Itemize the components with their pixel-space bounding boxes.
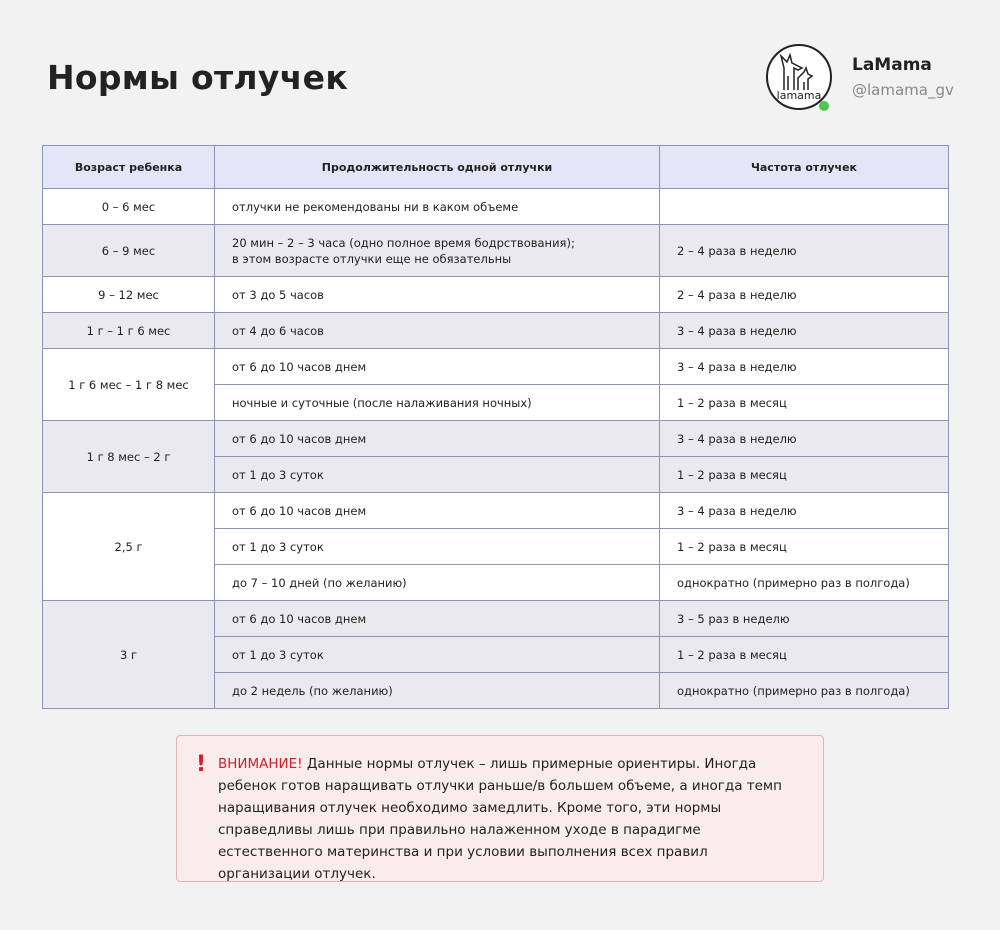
table-row: 3 г от 6 до 10 часов днем 3 – 5 раз в не…: [42, 600, 949, 709]
logo-text: lamama: [777, 89, 822, 102]
frequency-cell: 1 – 2 раза в месяц: [659, 528, 949, 565]
frequency-cell: 2 – 4 раза в неделю: [659, 276, 949, 313]
frequency-cell: 3 – 5 раз в неделю: [659, 600, 949, 637]
table-row: 1 г 6 мес – 1 г 8 мес от 6 до 10 часов д…: [42, 348, 949, 421]
frequency-cell: 3 – 4 раза в неделю: [659, 492, 949, 529]
table-row: 1 г – 1 г 6 мес от 4 до 6 часов 3 – 4 ра…: [42, 312, 949, 349]
frequency-cell: 1 – 2 раза в месяц: [659, 456, 949, 493]
duration-cell: от 6 до 10 часов днем: [214, 492, 660, 529]
table-row: 2,5 г от 6 до 10 часов днем 3 – 4 раза в…: [42, 492, 949, 601]
table-row: до 7 – 10 дней (по желанию) однократно (…: [43, 564, 949, 601]
table-row: от 1 до 3 суток 1 – 2 раза в месяц: [43, 636, 949, 673]
frequency-cell: 1 – 2 раза в месяц: [659, 384, 949, 421]
table-row: 9 – 12 мес от 3 до 5 часов 2 – 4 раза в …: [42, 276, 949, 313]
warning-label: ВНИМАНИЕ!: [218, 756, 303, 772]
warning-note: ! ВНИМАНИЕ! Данные нормы отлучек – лишь …: [176, 735, 824, 882]
norms-table: Возраст ребенка Продолжительность одной …: [42, 145, 949, 709]
brand-handle[interactable]: @lamama_gv: [852, 81, 954, 99]
warning-body: Данные нормы отлучек – лишь примерные ор…: [218, 756, 782, 882]
duration-cell: от 6 до 10 часов днем: [214, 348, 660, 385]
age-cell: 3 г: [42, 600, 215, 709]
table-row: ночные и суточные (после налаживания ноч…: [43, 384, 949, 421]
online-status-dot: [819, 101, 829, 111]
header-frequency: Частота отлучек: [659, 145, 949, 189]
duration-cell: от 1 до 3 суток: [214, 636, 660, 673]
duration-cell: отлучки не рекомендованы ни в каком объе…: [214, 188, 660, 225]
frequency-cell: 1 – 2 раза в месяц: [659, 636, 949, 673]
duration-cell: 20 мин – 2 – 3 часа (одно полное время б…: [214, 224, 660, 277]
duration-cell: от 6 до 10 часов днем: [214, 600, 660, 637]
table-row: от 1 до 3 суток 1 – 2 раза в месяц: [43, 528, 949, 565]
duration-cell: ночные и суточные (после налаживания ноч…: [214, 384, 660, 421]
warning-text: ВНИМАНИЕ! Данные нормы отлучек – лишь пр…: [218, 753, 798, 885]
duration-line: 20 мин – 2 – 3 часа (одно полное время б…: [232, 235, 575, 250]
frequency-cell: 3 – 4 раза в неделю: [659, 348, 949, 385]
age-cell: 9 – 12 мес: [42, 276, 215, 313]
duration-cell: от 6 до 10 часов днем: [214, 420, 660, 457]
frequency-cell: 3 – 4 раза в неделю: [659, 312, 949, 349]
brand-name: LaMama: [852, 55, 932, 75]
brand-logo: lamama: [766, 44, 832, 111]
age-cell: 0 – 6 мес: [42, 188, 215, 225]
table-row: 6 – 9 мес 20 мин – 2 – 3 часа (одно полн…: [42, 224, 949, 277]
age-cell: 1 г 6 мес – 1 г 8 мес: [42, 348, 215, 421]
age-cell: 6 – 9 мес: [42, 224, 215, 277]
duration-cell: от 1 до 3 суток: [214, 456, 660, 493]
table-row: до 2 недель (по желанию) однократно (при…: [43, 672, 949, 709]
header-duration: Продолжительность одной отлучки: [214, 145, 660, 189]
brand-block[interactable]: lamama LaMama @lamama_gv: [766, 44, 954, 111]
frequency-cell: однократно (примерно раз в полгода): [659, 672, 949, 709]
frequency-cell: 2 – 4 раза в неделю: [659, 224, 949, 277]
frequency-cell: однократно (примерно раз в полгода): [659, 564, 949, 601]
duration-cell: от 3 до 5 часов: [214, 276, 660, 313]
exclamation-icon: !: [196, 752, 207, 777]
age-cell: 2,5 г: [42, 492, 215, 601]
duration-cell: до 2 недель (по желанию): [214, 672, 660, 709]
duration-line: в этом возрасте отлучки еще не обязатель…: [232, 251, 512, 266]
age-cell: 1 г – 1 г 6 мес: [42, 312, 215, 349]
duration-cell: от 4 до 6 часов: [214, 312, 660, 349]
table-header-row: Возраст ребенка Продолжительность одной …: [42, 145, 949, 189]
table-row: 1 г 8 мес – 2 г от 6 до 10 часов днем 3 …: [42, 420, 949, 493]
age-cell: 1 г 8 мес – 2 г: [42, 420, 215, 493]
duration-cell: от 1 до 3 суток: [214, 528, 660, 565]
duration-cell: до 7 – 10 дней (по желанию): [214, 564, 660, 601]
llama-icon: lamama: [777, 52, 822, 102]
frequency-cell: 3 – 4 раза в неделю: [659, 420, 949, 457]
header-age: Возраст ребенка: [42, 145, 215, 189]
table-row: 0 – 6 мес отлучки не рекомендованы ни в …: [42, 188, 949, 225]
frequency-cell: [659, 188, 949, 225]
page-title: Нормы отлучек: [47, 58, 349, 97]
